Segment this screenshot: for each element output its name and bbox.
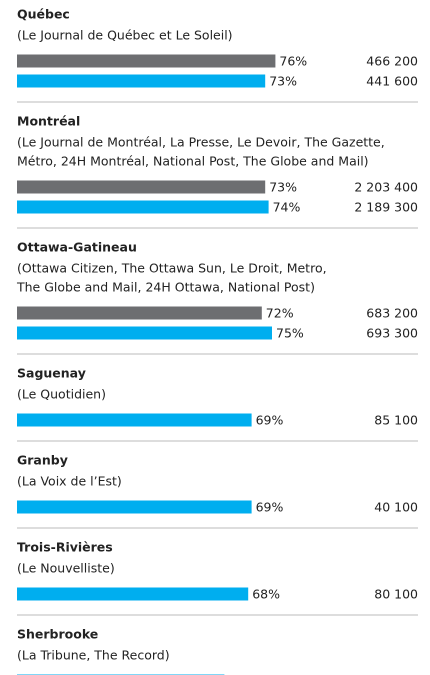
bar [17,306,262,320]
percent-label: 75% [276,326,304,341]
bar [17,500,252,514]
readers-count: 80 100 [374,587,418,602]
region-title: Granby [17,453,68,468]
readers-count: 40 100 [374,500,418,515]
readers-count: 466 200 [366,54,418,69]
bar [17,54,276,68]
percent-label: 69% [256,500,284,515]
region-newspapers: (Le Journal de Montréal, La Presse, Le D… [17,135,385,150]
readers-count: 85 100 [374,413,418,428]
region-newspapers: The Globe and Mail, 24H Ottawa, National… [16,280,315,295]
region-title: Québec [17,7,70,22]
bar [17,413,252,427]
readers-count: 2 189 300 [354,200,418,215]
percent-label: 69% [256,413,284,428]
region-title: Montréal [17,114,80,129]
percent-label: 73% [269,180,297,195]
bar [17,180,266,194]
region-newspapers: (La Tribune, The Record) [17,648,170,663]
readers-count: 81 600 [374,674,418,675]
region-title: Sherbrooke [17,627,98,642]
region-title: Trois-Rivières [17,540,113,555]
bar [17,74,266,88]
region-title: Saguenay [17,366,86,381]
region-newspapers: (Le Quotidien) [17,387,106,402]
region-newspapers: (La Voix de l’Est) [17,474,122,489]
percent-label: 73% [269,74,297,89]
bar [17,200,269,214]
region-newspapers: (Le Nouvelliste) [17,561,115,576]
percent-label: 68% [252,587,280,602]
region-newspapers: Métro, 24H Montréal, National Post, The … [17,154,369,169]
percent-label: 72% [266,306,294,321]
percent-label: 61% [228,674,256,675]
percent-label: 76% [279,54,307,69]
readers-count: 2 203 400 [354,180,418,195]
percent-label: 74% [273,200,301,215]
region-title: Ottawa-Gatineau [17,240,137,255]
readers-count: 441 600 [366,74,418,89]
readers-count: 683 200 [366,306,418,321]
region-newspapers: (Ottawa Citizen, The Ottawa Sun, Le Droi… [17,261,327,276]
bar [17,326,272,340]
bar [17,587,249,601]
region-newspapers: (Le Journal de Québec et Le Soleil) [17,28,233,43]
readers-count: 693 300 [366,326,418,341]
